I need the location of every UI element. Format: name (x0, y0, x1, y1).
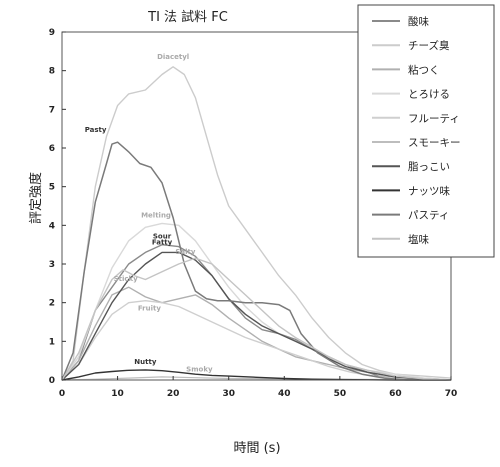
y-tick-label: 6 (49, 144, 55, 154)
y-tick-label: 7 (49, 105, 55, 115)
y-axis-title: 評定強度 (28, 172, 44, 224)
series-label-salty: Salty (175, 248, 196, 256)
series-line-nutty (61, 369, 451, 381)
legend-label: フルーティ (408, 113, 460, 125)
x-tick-label: 10 (111, 389, 124, 399)
series-label-nutty: Nutty (134, 358, 157, 366)
legend-label: スモーキー (408, 137, 461, 149)
axes: 0 1 2 3 4 5 6 7 8 9 0 10 20 30 40 50 60 70 (49, 28, 458, 399)
x-tick-label: 50 (334, 389, 347, 399)
x-tick-label: 20 (167, 389, 180, 399)
legend-label: 粘つく (408, 63, 440, 76)
series-label-fatty: Fatty (152, 238, 173, 246)
series-label-fruity: Fruity (138, 305, 162, 313)
series-line-sour (61, 244, 451, 381)
series-label-diacetyl: Diacetyl (157, 53, 189, 61)
series-labels: Sour Diacetyl Sticky Melting Fruity Smoky Fatt… (85, 53, 213, 374)
y-tick-label: 8 (49, 67, 55, 77)
series-label-sour: Sour (153, 233, 172, 241)
x-tick-label: 0 (59, 389, 65, 399)
chart-title: TI 法 試料 FC (147, 9, 228, 25)
legend-label: チーズ臭 (408, 39, 450, 52)
series-line-fatty (61, 251, 452, 381)
x-tick-label: 70 (445, 389, 458, 399)
y-tick-label: 4 (49, 221, 55, 231)
legend-label: 塩味 (408, 233, 429, 246)
series-label-melting: Melting (141, 211, 171, 219)
legend-label: ナッツ味 (408, 185, 450, 197)
series-line-fruity (61, 300, 452, 381)
plot-area (61, 66, 452, 381)
series-line-pasty (61, 141, 451, 381)
x-tick-label: 30 (222, 389, 235, 399)
y-tick-label: 5 (49, 183, 55, 193)
series-line-salty (61, 257, 452, 381)
series-label-pasty: Pasty (85, 126, 107, 134)
y-tick-label: 3 (49, 260, 55, 270)
series-label-smoky: Smoky (186, 366, 213, 374)
y-tick-label: 0 (49, 376, 55, 386)
legend-label: パスティ (408, 210, 449, 222)
y-tick-label: 2 (49, 299, 55, 309)
legend-label: 酸味 (408, 15, 429, 28)
legend-label: とろける (408, 89, 450, 101)
series-line-diacetyl (61, 66, 452, 381)
x-tick-label: 60 (389, 389, 402, 399)
y-tick-label: 9 (49, 28, 55, 38)
series-label-sticky: Sticky (114, 275, 139, 283)
legend-label: 脂っこい (408, 160, 450, 173)
series-line-sticky (61, 286, 452, 381)
y-tick-label: 1 (49, 337, 55, 347)
x-tick-label: 40 (278, 389, 291, 399)
x-axis-title: 時間 (s) (233, 441, 280, 456)
